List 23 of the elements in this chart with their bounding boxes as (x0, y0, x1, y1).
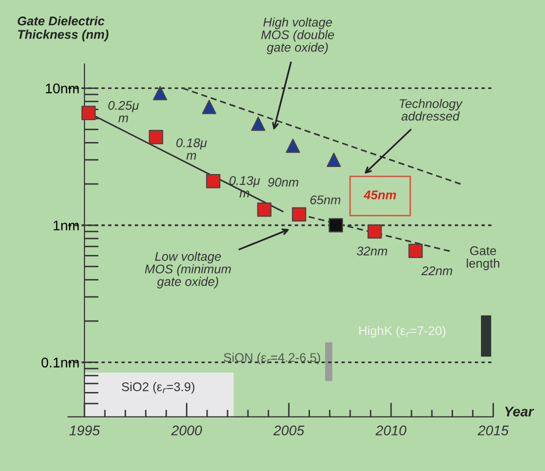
y-axis-title: Gate Dielectric Thickness (nm) (18, 16, 108, 42)
annotation: 22nm (421, 266, 452, 276)
annotation: 0.25μ m (108, 100, 139, 122)
annotation: Gate length (466, 246, 500, 270)
annotation: Low voltage MOS (minimum gate oxide) (144, 252, 231, 288)
annotation: 45nm (364, 190, 396, 200)
x-tick-label: 2015 (478, 426, 509, 436)
x-tick-label: 2010 (376, 426, 406, 436)
y-tick-label: 1nm (54, 220, 79, 230)
annotation: 65nm (310, 195, 340, 204)
annotation: 32nm (356, 246, 388, 256)
text: High voltage MOS (double gate oxide) (261, 17, 334, 54)
annotation: SiO2 (ε$_{r}$=3.9) (122, 382, 194, 394)
x-tick-label: 2005 (273, 426, 304, 436)
y-tick-label: 10nm (46, 84, 79, 94)
x-tick-label: 2000 (171, 426, 202, 436)
annotation: 90nm (268, 178, 298, 187)
annotation: HighK (ε$_{r}$=7-20) (359, 326, 446, 338)
annotation: 0.18μ m (176, 138, 207, 160)
y-tick-label: 0.1nm (42, 358, 79, 368)
x-tick-label: 1995 (69, 426, 100, 436)
annotation: Technology addressed (400, 98, 463, 121)
x-axis-title: Year (505, 406, 534, 416)
